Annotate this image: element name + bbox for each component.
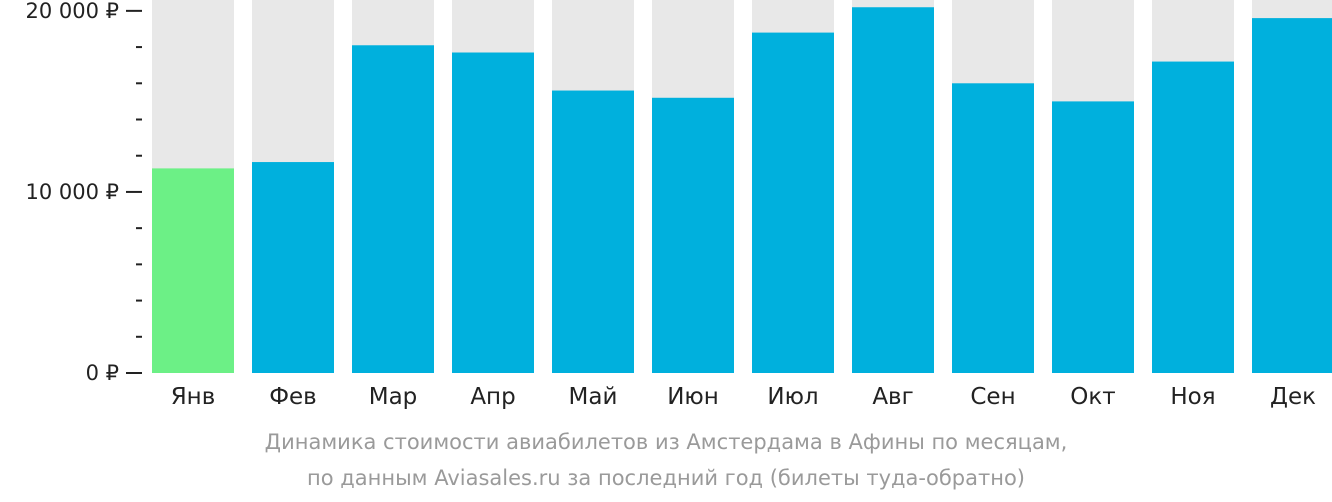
bar-8[interactable] — [852, 7, 934, 374]
x-tick-label: Окт — [1070, 384, 1115, 410]
y-axis: 0 ₽ 10 000 ₽ 20 000 ₽ — [25, 0, 142, 385]
x-tick-label: Дек — [1270, 384, 1316, 410]
y-tick-label: 10 000 ₽ — [25, 180, 119, 204]
x-tick-label: Янв — [171, 384, 216, 410]
x-tick-label: Авг — [872, 384, 913, 410]
bar-2[interactable] — [252, 162, 334, 373]
x-tick-label: Фев — [269, 384, 317, 410]
bar-9[interactable] — [952, 83, 1034, 373]
x-tick-label: Ноя — [1170, 384, 1215, 410]
data-bars — [152, 7, 1332, 374]
x-tick-label: Июл — [767, 384, 818, 410]
bar-7[interactable] — [752, 32, 834, 374]
bar-10[interactable] — [1052, 101, 1134, 373]
x-tick-label: Май — [569, 384, 618, 410]
chart-caption-line-1: Динамика стоимости авиабилетов из Амстер… — [264, 430, 1068, 454]
x-axis: Янв Фев Мар Апр Май Июн Июл Авг Сен Окт Ноя Дек — [171, 384, 1316, 410]
x-tick-label: Мар — [369, 384, 418, 410]
bar-1[interactable] — [152, 168, 234, 373]
y-tick-label: 20 000 ₽ — [25, 0, 119, 23]
x-tick-label: Сен — [970, 384, 1015, 410]
y-tick-label: 0 ₽ — [86, 361, 119, 385]
bar-5[interactable] — [552, 90, 634, 373]
bar-4[interactable] — [452, 52, 534, 374]
bar-11[interactable] — [1152, 61, 1234, 373]
chart-caption-line-2: по данным Aviasales.ru за последний год … — [307, 466, 1025, 490]
bar-3[interactable] — [352, 45, 434, 373]
bar-6[interactable] — [652, 97, 734, 373]
x-tick-label: Июн — [667, 384, 719, 410]
bar-12[interactable] — [1252, 18, 1332, 373]
x-tick-label: Апр — [470, 384, 515, 410]
